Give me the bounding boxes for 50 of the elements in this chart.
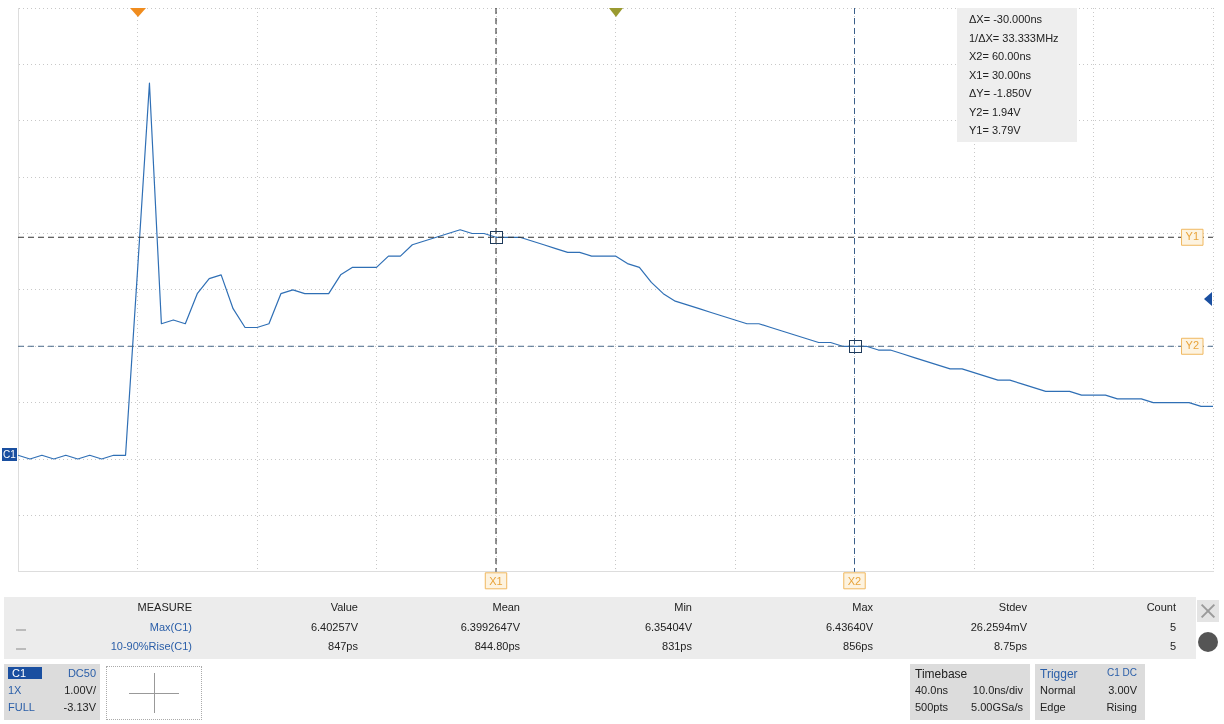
text: 3.00V [1108, 684, 1137, 696]
text: 10-90%Rise(C1) [110, 640, 192, 652]
text: Timebase [915, 667, 968, 681]
text: 8.75ps [993, 640, 1027, 652]
text: C1 [3, 449, 16, 461]
text: 847ps [328, 640, 358, 652]
text: 40.0ns [915, 684, 949, 696]
text: 10.0ns/div [972, 684, 1023, 696]
text: Min [674, 601, 692, 613]
text: ΔX= -30.000ns [969, 13, 1043, 25]
text: 844.80ps [474, 640, 520, 652]
text: Rising [1106, 701, 1137, 713]
text: 1.00V/ [64, 684, 96, 696]
annotation: ΔY= -1.850V [969, 87, 1032, 99]
ref-line-label: Y2 [1185, 339, 1200, 352]
text: DC50 [67, 667, 96, 679]
text: 5 [1169, 640, 1176, 652]
text: 5.00GSa/s [971, 701, 1023, 713]
text: C1 DC [1106, 667, 1137, 678]
text: 1X [8, 684, 22, 696]
text: Max [852, 601, 873, 613]
text: 6.40257V [310, 621, 358, 633]
text: X1= 30.00ns [969, 68, 1032, 81]
ref-line-label: Y1 [1185, 230, 1200, 243]
text: Value [330, 601, 358, 613]
text: 6.3992647V [460, 621, 520, 633]
annotation: Y1= 3.79V [969, 124, 1021, 136]
text: FULL [8, 701, 35, 713]
text: 1/ΔX= 33.333MHz [969, 31, 1059, 44]
text: 500pts [915, 701, 949, 713]
text: Max(C1) [149, 621, 192, 633]
text: -3.13V [63, 701, 96, 713]
text: C1 [12, 667, 27, 679]
text: 831ps [662, 640, 692, 652]
x-tick-label: X1 [489, 575, 503, 588]
text: Stdev [998, 601, 1027, 613]
text: 856ps [843, 640, 873, 652]
x-tick-label: X2 [847, 575, 862, 588]
text: Count [1146, 601, 1176, 613]
text: 6.43640V [825, 621, 873, 633]
annotation: Y2= 1.94V [969, 105, 1021, 118]
text: Mean [492, 601, 520, 613]
text: 26.2594mV [970, 621, 1027, 633]
text: 6.35404V [644, 621, 692, 633]
text: MEASURE [137, 601, 192, 613]
text: X2= 60.00ns [969, 50, 1032, 62]
text: 5 [1169, 621, 1176, 633]
text: Trigger [1040, 667, 1078, 681]
text: Edge [1040, 701, 1066, 713]
text: Normal [1040, 684, 1076, 696]
